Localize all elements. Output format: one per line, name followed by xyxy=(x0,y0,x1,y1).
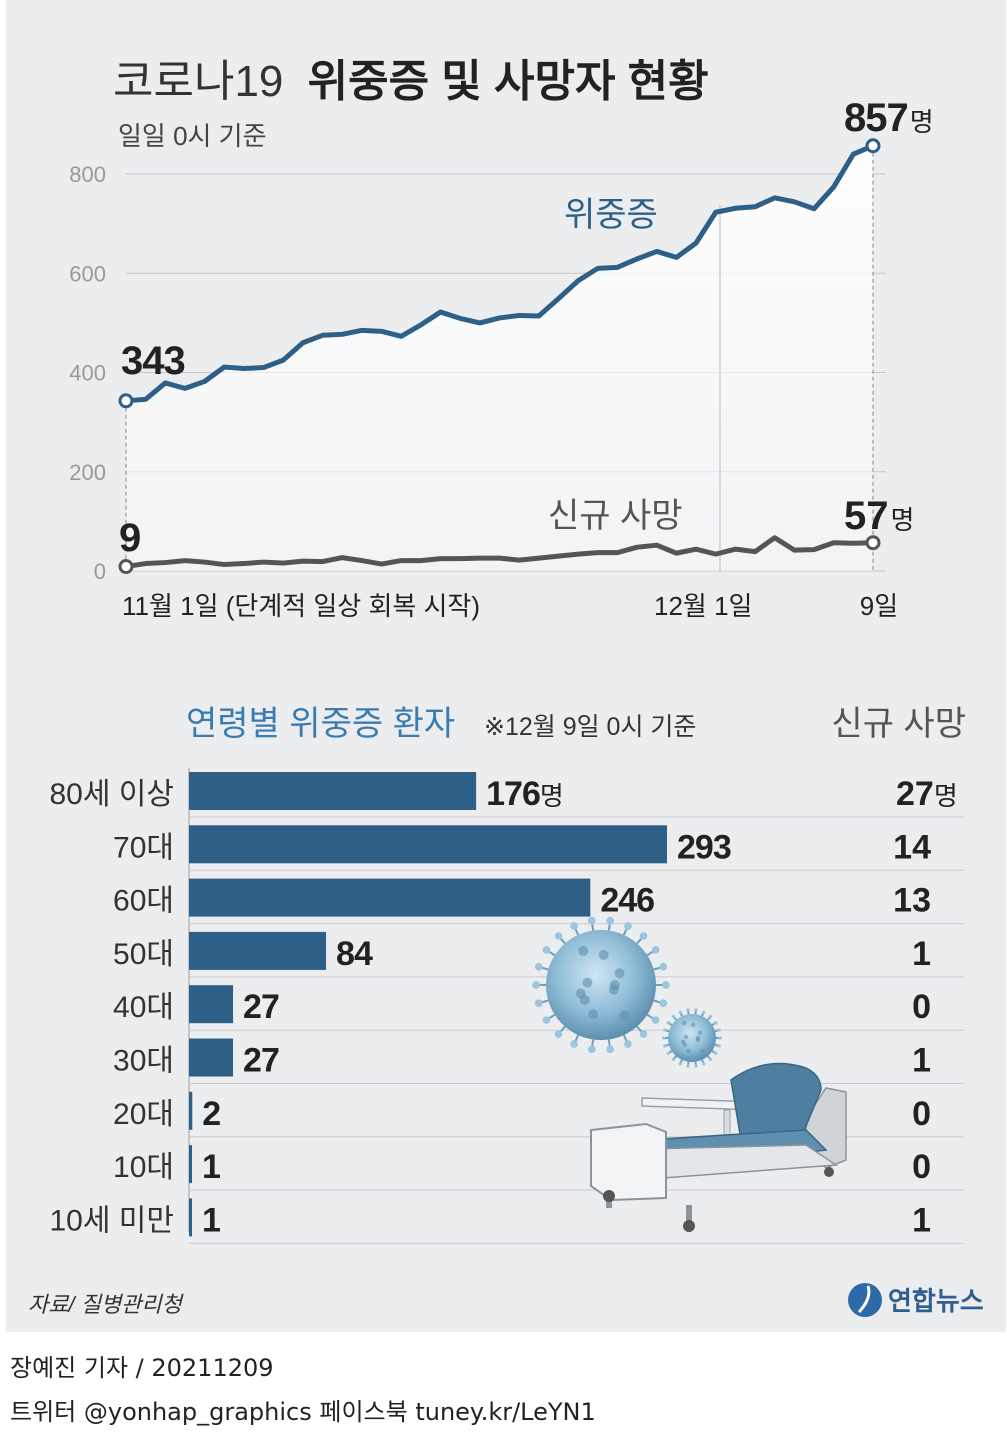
grid-lines: 0 200 400 600 800 xyxy=(69,162,886,584)
bar-category-label: 20대 xyxy=(113,1098,174,1131)
bar-category-label: 10대 xyxy=(113,1151,174,1184)
infographic-panel: 코로나19 위중증 및 사망자 현황 일일 0시 기준 0 200 400 600 80… xyxy=(6,0,1006,1332)
bar-category-label: 80세 이상 xyxy=(49,778,174,811)
x-axis-label: 12월 1일 xyxy=(654,591,752,621)
bar-value-label: 293 xyxy=(677,828,731,866)
severe-series-name: 위중증 xyxy=(564,196,658,234)
bar-category-label: 70대 xyxy=(113,831,174,864)
bar xyxy=(189,1091,193,1130)
bar-value-label: 27 xyxy=(243,1042,279,1080)
bar-value-label: 84 xyxy=(336,935,373,973)
bar-category-label: 40대 xyxy=(113,991,174,1024)
hospital-bed-illustration xyxy=(590,1062,847,1232)
death-count-label: 1 xyxy=(912,1042,931,1080)
title-bold: 위중증 및 사망자 현황 xyxy=(308,57,709,106)
chart-title: 코로나19 위중증 및 사망자 현황 xyxy=(113,57,709,106)
x-axis-labels: 11월 1일 (단계적 일상 회복 시작) 12월 1일 9일 xyxy=(122,591,898,621)
bar xyxy=(189,878,591,917)
bar-category-label: 50대 xyxy=(113,938,174,971)
end-point xyxy=(865,535,881,551)
virus-illustration xyxy=(532,916,722,1068)
death-count-label: 13 xyxy=(893,882,931,920)
deaths-start-label: 9 xyxy=(119,516,141,560)
bar-chart-title: 연령별 위중증 환자 xyxy=(186,705,455,743)
y-tick-label: 0 xyxy=(94,559,106,584)
reference-lines xyxy=(125,145,874,571)
series-lines xyxy=(118,138,881,575)
bar-value-label: 27 xyxy=(243,988,279,1026)
deaths-header: 신규 사망 xyxy=(831,705,966,743)
infographic-svg: 코로나19 위중증 및 사망자 현황 일일 0시 기준 020040060080… xyxy=(28,57,984,1317)
bar-chart: 80세 이상 176명 27명 70대 293 14 60대 246 13 50대 84 1 40대 27… xyxy=(49,768,964,1244)
bar-value-label: 2 xyxy=(202,1095,220,1133)
bar-category-label: 10세 미만 xyxy=(49,1204,174,1237)
death-count-label: 0 xyxy=(912,1148,931,1186)
severe-end-unit: 명 xyxy=(910,107,933,137)
severe-start-label: 343 xyxy=(121,339,185,383)
y-tick-label: 800 xyxy=(69,162,106,187)
logo-mark-icon xyxy=(848,1283,882,1317)
bar xyxy=(189,1198,192,1237)
title-light: 코로나19 xyxy=(113,57,283,106)
bar xyxy=(189,1038,234,1077)
deaths-end-value: 57 xyxy=(844,494,889,538)
death-count-label: 0 xyxy=(912,1095,931,1133)
end-point xyxy=(865,138,881,154)
source-note: 자료/ 질병관리청 xyxy=(28,1292,185,1317)
start-point xyxy=(118,393,134,409)
reporter-line: 장예진 기자 / 20211209 xyxy=(10,1354,274,1382)
deaths-end-label: 57명 xyxy=(844,494,914,538)
bar-category-label: 60대 xyxy=(113,885,174,918)
bar xyxy=(189,931,327,970)
bar-category-label: 30대 xyxy=(113,1045,174,1078)
yonhap-logo: 연합뉴스 xyxy=(848,1283,984,1317)
deaths-end-unit: 명 xyxy=(891,505,915,535)
severe-end-label: 857명 xyxy=(844,96,933,140)
death-count-label: 27명 xyxy=(896,775,958,813)
bar-value-label: 246 xyxy=(600,882,654,920)
severe-series-line xyxy=(125,143,874,404)
social-line: 트위터 @yonhap_graphics 페이스북 tuney.kr/LeYN1 xyxy=(10,1398,596,1426)
y-tick-label: 400 xyxy=(69,361,106,386)
death-count-label: 0 xyxy=(912,988,931,1026)
y-tick-label: 600 xyxy=(69,261,106,286)
severe-area xyxy=(126,145,873,572)
bar xyxy=(189,985,234,1024)
x-axis-label: 11월 1일 (단계적 일상 회복 시작) xyxy=(122,591,480,621)
deaths-series-line xyxy=(125,535,874,570)
x-axis-label: 9일 xyxy=(860,591,898,621)
bar xyxy=(189,772,477,810)
death-count-label: 1 xyxy=(912,1201,931,1239)
y-tick-label: 200 xyxy=(69,460,106,485)
deaths-series-name: 신규 사망 xyxy=(548,497,683,535)
bar xyxy=(189,825,667,864)
bar-value-label: 176명 xyxy=(486,775,563,813)
subtitle: 일일 0시 기준 xyxy=(118,121,267,151)
bar-chart-note: ※12월 9일 0시 기준 xyxy=(484,713,696,741)
severe-end-value: 857 xyxy=(844,96,908,140)
area-fill xyxy=(126,145,873,572)
logo-text: 연합뉴스 xyxy=(888,1286,984,1316)
death-count-label: 1 xyxy=(912,935,931,973)
bar-value-label: 1 xyxy=(202,1201,220,1239)
bar xyxy=(189,1145,192,1184)
bar-value-label: 1 xyxy=(202,1148,220,1186)
death-count-label: 14 xyxy=(893,828,931,866)
start-point xyxy=(118,559,134,575)
